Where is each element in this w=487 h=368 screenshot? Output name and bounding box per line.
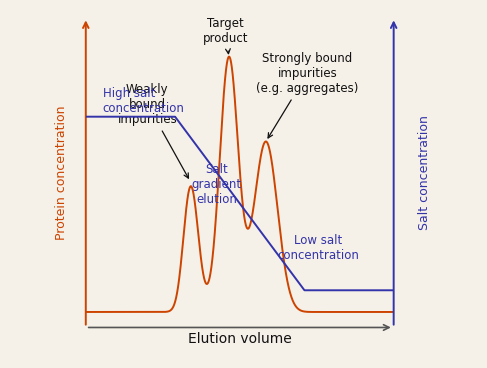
Text: Target
product: Target product bbox=[203, 17, 249, 54]
Text: Salt
gradient
elution: Salt gradient elution bbox=[191, 163, 242, 206]
Text: Low salt
concentration: Low salt concentration bbox=[277, 234, 359, 262]
Text: Salt concentration: Salt concentration bbox=[418, 115, 431, 230]
Text: Weakly
bound
impurities: Weakly bound impurities bbox=[117, 83, 188, 178]
Text: High salt
concentration: High salt concentration bbox=[103, 87, 185, 115]
Text: Strongly bound
impurities
(e.g. aggregates): Strongly bound impurities (e.g. aggregat… bbox=[256, 52, 358, 138]
X-axis label: Elution volume: Elution volume bbox=[188, 332, 292, 346]
Text: Protein concentration: Protein concentration bbox=[55, 105, 68, 240]
